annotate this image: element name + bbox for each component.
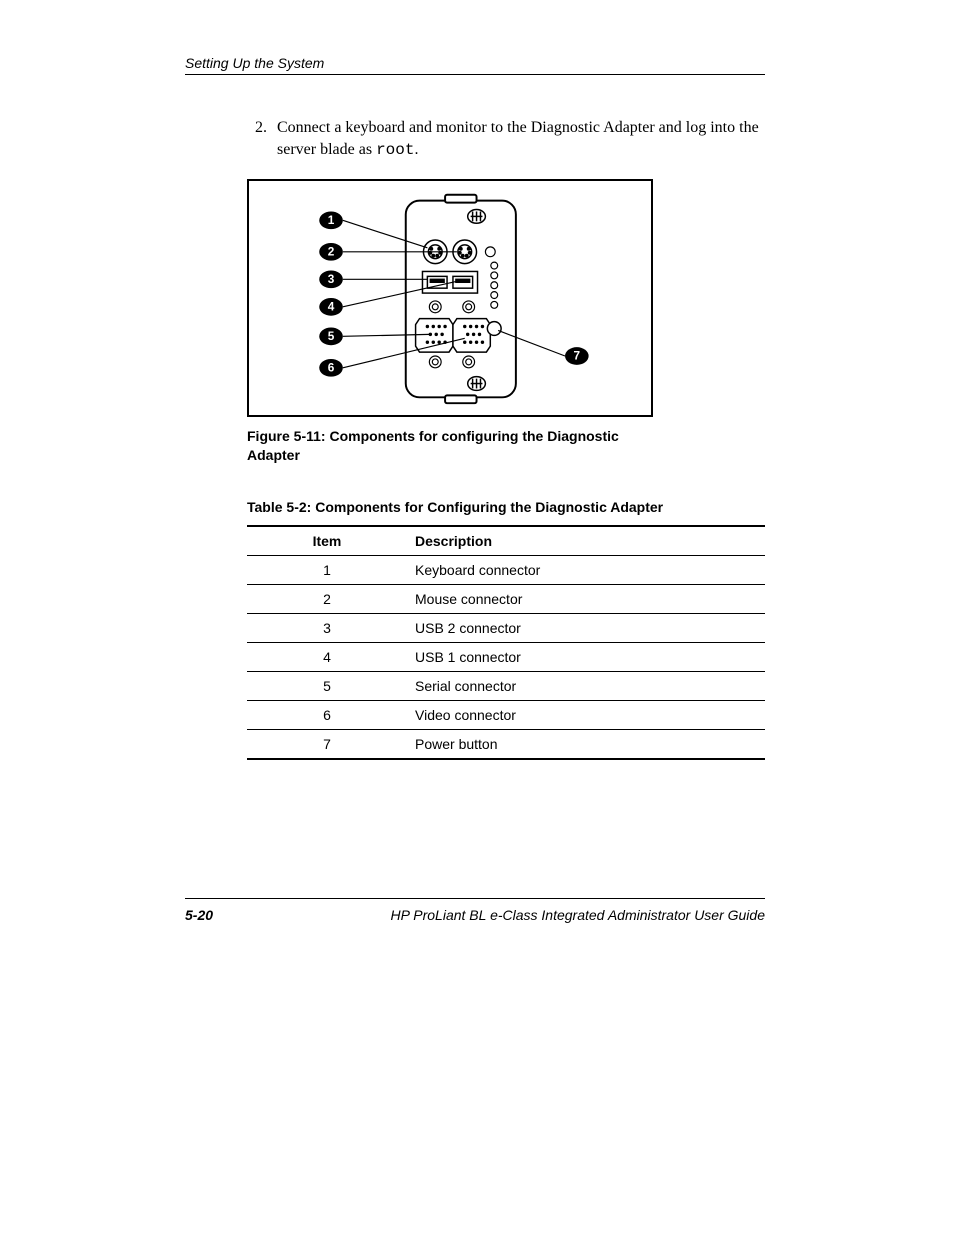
step-text-before: Connect a keyboard and monitor to the Di…: [277, 119, 759, 158]
diagram-svg: 1 2 3 4 5 6 7: [249, 181, 651, 415]
table-row: 5Serial connector: [247, 671, 765, 700]
step-code: root: [376, 141, 414, 159]
callout-1: 1: [328, 214, 335, 227]
table-row: 7Power button: [247, 729, 765, 759]
callout-6: 6: [328, 361, 335, 374]
callout-4: 4: [328, 301, 335, 314]
step-text: Connect a keyboard and monitor to the Di…: [271, 117, 765, 161]
components-table: Item Description 1Keyboard connector 2Mo…: [247, 525, 765, 760]
table-row: 4USB 1 connector: [247, 642, 765, 671]
table-row: 3USB 2 connector: [247, 613, 765, 642]
col-item: Item: [247, 526, 407, 556]
running-header: Setting Up the System: [185, 55, 765, 75]
table-row: 1Keyboard connector: [247, 555, 765, 584]
page-number: 5-20: [185, 907, 213, 923]
figure-diagnostic-adapter: 1 2 3 4 5 6 7: [247, 179, 653, 417]
callout-2: 2: [328, 245, 335, 258]
col-description: Description: [407, 526, 765, 556]
page-footer: 5-20 HP ProLiant BL e-Class Integrated A…: [185, 898, 765, 923]
step-2: 2 Connect a keyboard and monitor to the …: [247, 117, 765, 161]
doc-title: HP ProLiant BL e-Class Integrated Admini…: [390, 907, 765, 923]
callout-7: 7: [574, 350, 581, 363]
step-number: 2: [247, 117, 271, 161]
page-content: Setting Up the System 2 Connect a keyboa…: [185, 55, 765, 760]
table-row: 6Video connector: [247, 700, 765, 729]
table-row: 2Mouse connector: [247, 584, 765, 613]
callout-5: 5: [328, 330, 335, 343]
callout-3: 3: [328, 273, 335, 286]
table-title: Table 5-2: Components for Configuring th…: [247, 499, 765, 515]
figure-caption: Figure 5-11: Components for configuring …: [247, 427, 653, 465]
table-header-row: Item Description: [247, 526, 765, 556]
body-area: 2 Connect a keyboard and monitor to the …: [247, 117, 765, 760]
step-text-after: .: [414, 141, 418, 158]
